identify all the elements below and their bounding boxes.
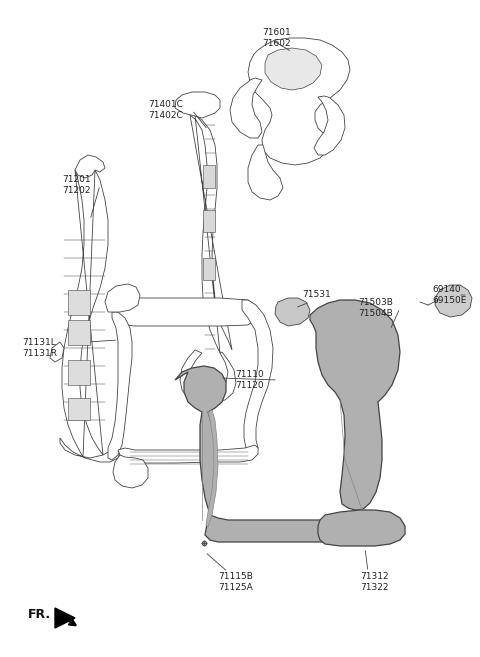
- Polygon shape: [68, 398, 90, 420]
- Text: 71131L
71131R: 71131L 71131R: [22, 338, 57, 358]
- Polygon shape: [203, 165, 215, 188]
- Polygon shape: [203, 300, 215, 318]
- Text: 71503B
71504B: 71503B 71504B: [358, 298, 393, 318]
- Polygon shape: [105, 284, 140, 312]
- Polygon shape: [175, 92, 220, 118]
- Polygon shape: [265, 48, 322, 90]
- Polygon shape: [113, 455, 148, 488]
- Text: 71401C
71402C: 71401C 71402C: [148, 100, 183, 120]
- Polygon shape: [242, 300, 273, 450]
- Polygon shape: [435, 285, 472, 317]
- Polygon shape: [68, 360, 90, 385]
- Text: 71110
71120: 71110 71120: [235, 370, 264, 390]
- Polygon shape: [310, 300, 400, 510]
- Text: FR.: FR.: [28, 608, 51, 622]
- Polygon shape: [118, 298, 257, 326]
- Polygon shape: [248, 38, 350, 165]
- Polygon shape: [68, 320, 90, 345]
- Polygon shape: [203, 258, 215, 280]
- Polygon shape: [230, 78, 262, 138]
- Text: 71312
71322: 71312 71322: [360, 572, 389, 592]
- Polygon shape: [60, 438, 120, 462]
- Text: 71201
71202: 71201 71202: [62, 175, 91, 195]
- Polygon shape: [275, 298, 310, 326]
- Polygon shape: [180, 350, 236, 403]
- Polygon shape: [190, 115, 232, 353]
- Polygon shape: [318, 510, 405, 546]
- Polygon shape: [75, 155, 105, 178]
- Polygon shape: [206, 410, 218, 527]
- Text: 71601
71602: 71601 71602: [262, 28, 291, 48]
- Polygon shape: [62, 170, 108, 457]
- Polygon shape: [55, 608, 75, 628]
- Polygon shape: [314, 96, 345, 155]
- Polygon shape: [50, 342, 64, 362]
- Text: 71531: 71531: [302, 290, 331, 299]
- Text: 69140
69150E: 69140 69150E: [432, 285, 467, 305]
- Polygon shape: [203, 210, 215, 232]
- Text: 71115B
71125A: 71115B 71125A: [218, 572, 253, 592]
- Polygon shape: [108, 312, 132, 460]
- Polygon shape: [175, 366, 345, 542]
- Polygon shape: [118, 445, 258, 463]
- Polygon shape: [68, 290, 90, 315]
- Polygon shape: [248, 145, 283, 200]
